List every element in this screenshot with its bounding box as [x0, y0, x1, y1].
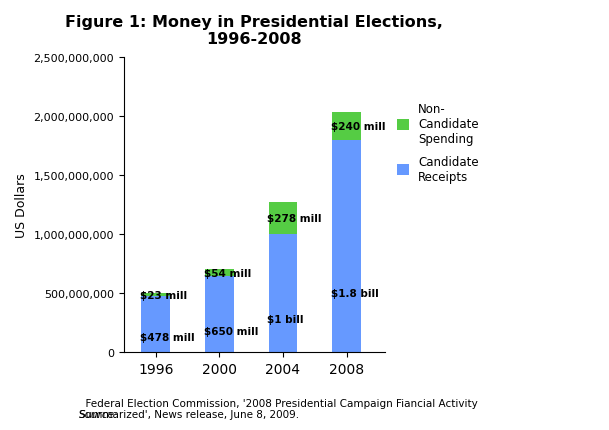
Bar: [333, 141, 361, 353]
Text: $478 mill: $478 mill: [140, 332, 195, 342]
Bar: [205, 270, 234, 276]
Bar: [141, 296, 170, 353]
Legend: Non-
Candidate
Spending, Candidate
Receipts: Non- Candidate Spending, Candidate Recei…: [393, 99, 482, 187]
Text: $54 mill: $54 mill: [203, 268, 251, 278]
Text: $240 mill: $240 mill: [331, 122, 385, 132]
Text: Federal Election Commission, '2008 Presidential Campaign Fiancial Activity
Summa: Federal Election Commission, '2008 Presi…: [79, 398, 478, 419]
Y-axis label: US Dollars: US Dollars: [15, 173, 28, 238]
Bar: [205, 276, 234, 353]
Text: $278 mill: $278 mill: [267, 214, 322, 224]
Title: Figure 1: Money in Presidential Elections,
1996-2008: Figure 1: Money in Presidential Election…: [65, 15, 443, 47]
Text: $1.8 bill: $1.8 bill: [331, 288, 379, 298]
Bar: [269, 202, 297, 235]
Bar: [269, 235, 297, 353]
Text: $23 mill: $23 mill: [140, 290, 187, 300]
Text: $1 bill: $1 bill: [267, 315, 304, 325]
Bar: [333, 112, 361, 141]
Text: $650 mill: $650 mill: [203, 326, 258, 336]
Text: Source:: Source:: [79, 409, 119, 419]
Bar: [141, 294, 170, 296]
